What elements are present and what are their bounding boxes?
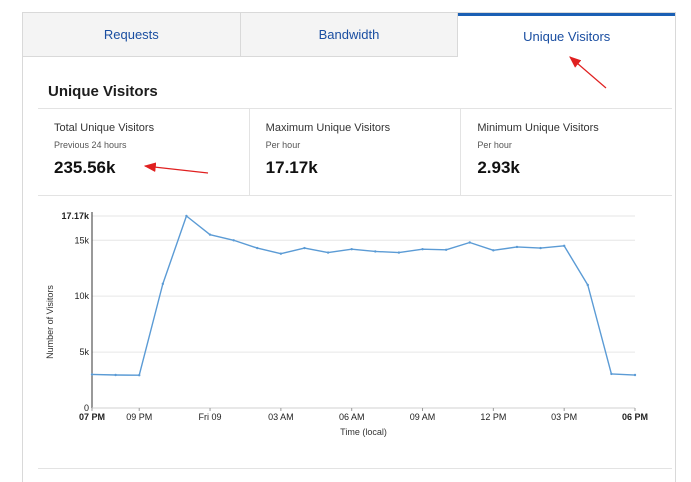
data-point	[586, 283, 589, 287]
data-point	[90, 373, 94, 376]
data-point	[161, 282, 165, 286]
tab-unique-visitors[interactable]: Unique Visitors	[458, 13, 676, 57]
data-point	[350, 248, 353, 251]
tab-bar: Requests Bandwidth Unique Visitors	[23, 13, 676, 58]
stat-label: Total Unique Visitors	[54, 122, 155, 134]
data-point	[492, 249, 495, 252]
data-point	[610, 372, 613, 376]
data-point	[303, 246, 306, 250]
stat-label: Maximum Unique Visitors	[265, 122, 391, 134]
x-tick-label: 09 PM	[126, 412, 152, 422]
y-tick-label: 0	[84, 403, 89, 413]
x-axis-title: Time (local)	[340, 427, 387, 437]
y-axis-title: Number of Visitors	[45, 285, 55, 359]
stat-value: 235.56k	[54, 158, 116, 177]
x-tick-label: 06 PM	[622, 412, 648, 422]
x-tick-label: 06 AM	[339, 412, 365, 422]
data-point	[397, 251, 401, 254]
data-point	[232, 239, 235, 242]
data-point	[326, 251, 330, 254]
x-tick-label: 03 PM	[551, 412, 577, 422]
analytics-panel: Requests Bandwidth Unique Visitors Uniqu…	[22, 12, 676, 482]
stat-minimum-unique-visitors: Minimum Unique Visitors Per hour 2.93k	[461, 109, 672, 195]
stat-sublabel: Previous 24 hours	[54, 140, 127, 150]
x-tick-label: 12 PM	[480, 412, 506, 422]
data-point	[539, 246, 542, 250]
y-tick-label: 5k	[79, 347, 89, 357]
data-point	[515, 245, 519, 249]
stat-value: 2.93k	[477, 158, 520, 177]
stat-value: 17.17k	[265, 158, 318, 177]
data-point	[444, 248, 448, 251]
data-point	[468, 241, 471, 244]
data-point	[208, 233, 212, 236]
data-point	[562, 244, 566, 248]
section-divider	[38, 468, 672, 469]
y-tick-label: 17.17k	[61, 211, 90, 221]
data-point	[114, 373, 117, 377]
stats-row: Total Unique Visitors Previous 24 hours …	[38, 108, 672, 196]
x-tick-label: Fri 09	[199, 412, 222, 422]
stat-label: Minimum Unique Visitors	[477, 122, 599, 134]
data-point	[374, 250, 377, 253]
data-point	[185, 214, 188, 218]
data-point	[256, 246, 259, 250]
stat-total-unique-visitors: Total Unique Visitors Previous 24 hours …	[38, 109, 250, 195]
y-tick-label: 10k	[74, 291, 89, 301]
data-point	[138, 374, 141, 377]
y-tick-label: 15k	[74, 235, 89, 245]
series-line	[91, 215, 636, 376]
x-tick-label: 03 AM	[268, 412, 294, 422]
unique-visitors-chart: 0 5k 10k 15k 17.17k 07 PM 09 PM Fri 09 03 AM 06 A…	[45, 211, 648, 437]
data-point	[633, 373, 637, 377]
section-title: Unique Visitors	[48, 83, 158, 100]
tab-requests[interactable]: Requests	[23, 13, 241, 57]
stat-sublabel: Per hour	[477, 140, 512, 150]
stat-sublabel: Per hour	[265, 140, 301, 150]
tab-bandwidth[interactable]: Bandwidth	[240, 13, 459, 57]
stat-maximum-unique-visitors: Maximum Unique Visitors Per hour 17.17k	[250, 109, 462, 195]
data-point	[279, 252, 283, 255]
x-tick-label: 07 PM	[79, 412, 105, 422]
data-point	[421, 248, 424, 251]
x-tick-label: 09 AM	[410, 412, 436, 422]
